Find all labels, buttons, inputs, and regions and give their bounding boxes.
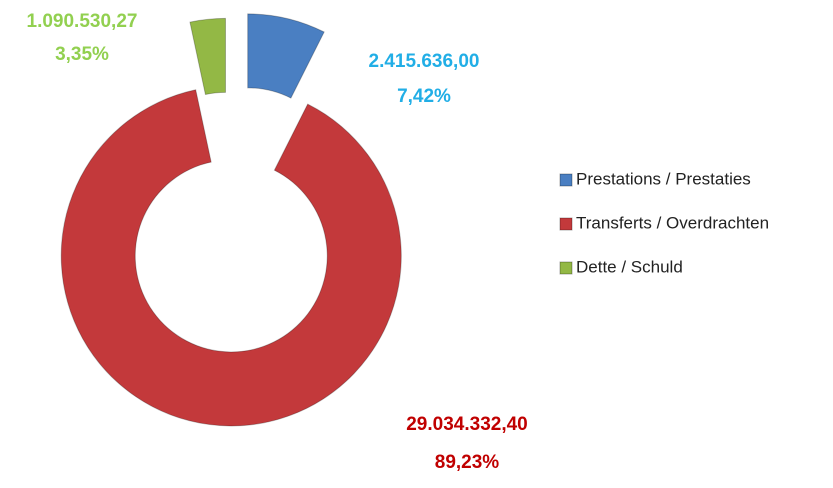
legend-label: Dette / Schuld — [576, 257, 683, 276]
percent-label: 3,35% — [55, 44, 109, 65]
value-label: 2.415.636,00 — [369, 51, 480, 72]
value-label: 1.090.530,27 — [27, 11, 138, 32]
donut-segment — [60, 89, 402, 427]
legend-label: Transferts / Overdrachten — [576, 213, 769, 232]
legend-label: Prestations / Prestaties — [576, 169, 751, 188]
donut-segment — [189, 17, 226, 96]
percent-label: 89,23% — [435, 452, 500, 473]
legend-swatch — [559, 173, 573, 187]
legend-swatch — [559, 217, 573, 231]
value-label: 29.034.332,40 — [406, 414, 528, 435]
donut-segment — [247, 13, 325, 99]
legend-swatch — [559, 261, 573, 275]
percent-label: 7,42% — [397, 86, 451, 107]
